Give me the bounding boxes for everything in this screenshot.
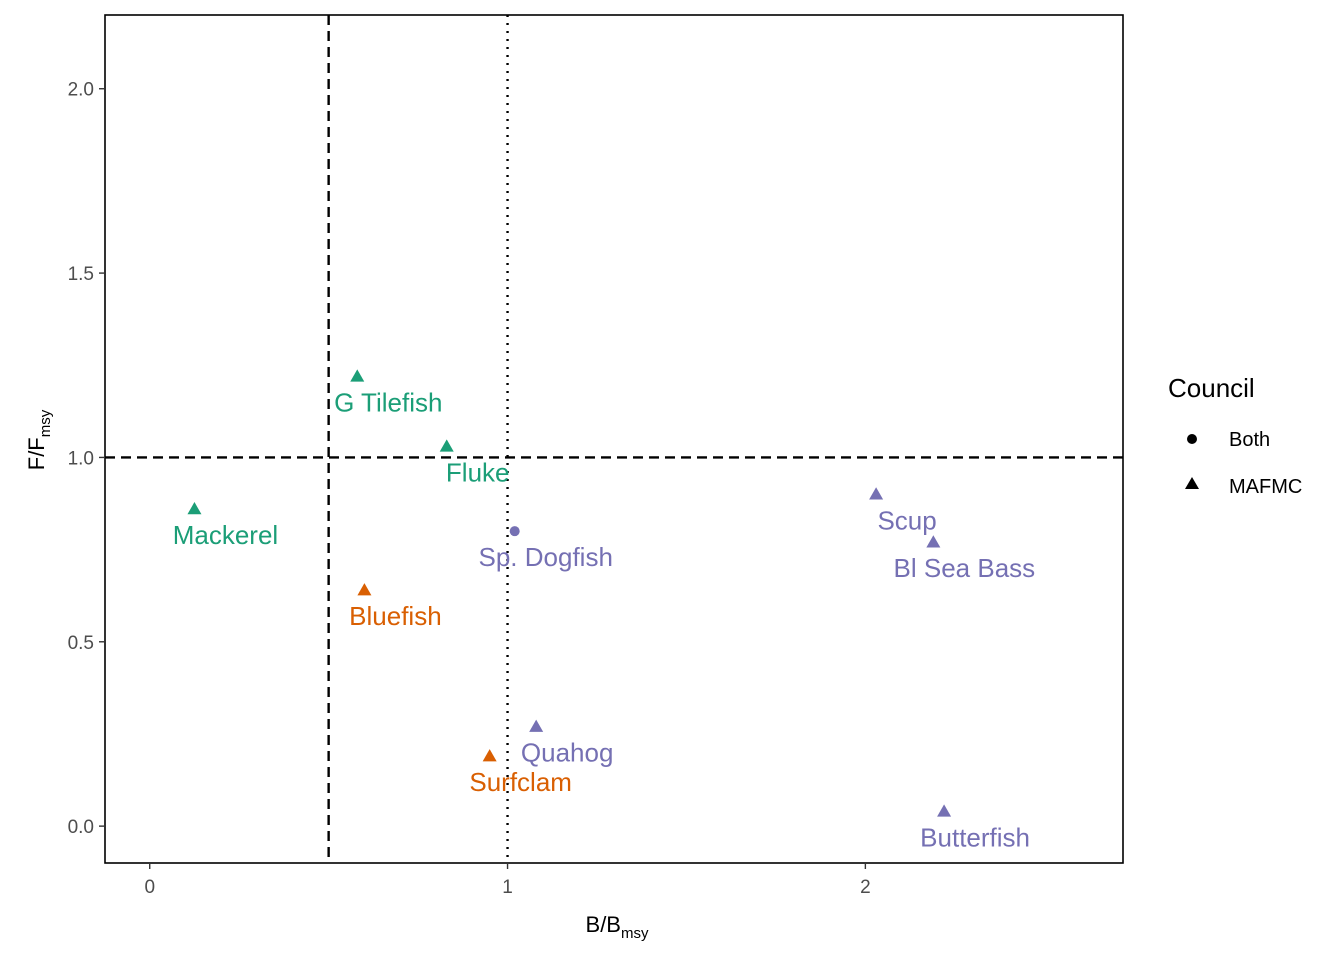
point-surfclam [482,749,497,762]
y-tick-label-0: 0.0 [68,817,94,838]
point-label-bluefish: Bluefish [349,601,442,631]
point-label-surfclam: Surfclam [469,767,572,797]
x-axis: 0 1 2 [144,863,871,898]
plot-panel [104,14,1124,864]
point-quahog [529,719,544,732]
plot-border [104,14,1124,864]
legend-title: Council [1168,373,1255,403]
y-axis: 0.0 0.5 1.0 1.5 2.0 [68,80,105,838]
legend-label-mafmc: MAFMC [1229,476,1302,498]
point-sp-dogfish [509,526,520,537]
point-label-bl-sea-bass: Bl Sea Bass [894,553,1036,583]
point-scup [869,487,884,500]
x-axis-title-main: B/B [586,912,621,937]
y-tick-label-2: 1.0 [68,448,94,469]
y-tick-label-1: 0.5 [68,633,94,654]
point-label-quahog: Quahog [521,738,614,768]
x-tick-label-2: 2 [860,877,871,898]
x-tick-label-1: 1 [502,877,513,898]
point-label-butterfish: Butterfish [920,822,1030,852]
point-mackerel [187,502,202,515]
y-axis-title: F/Fmsy [24,409,54,470]
point-bluefish [357,583,372,596]
x-tick-label-0: 0 [144,877,155,898]
point-label-mackerel: Mackerel [173,520,278,550]
point-label-g-tilefish: G Tilefish [334,387,442,417]
legend-triangle-icon [1185,477,1199,489]
point-label-fluke: Fluke [446,457,510,487]
x-axis-title-subscript: msy [621,925,649,942]
y-tick-label-4: 2.0 [68,80,94,101]
reference-lines [105,15,1123,863]
y-axis-title-subscript: msy [37,409,54,437]
point-label-sp-dogfish: Sp. Dogfish [479,542,613,572]
y-tick-label-3: 1.5 [68,264,94,285]
legend-label-both: Both [1229,429,1270,451]
point-bl-sea-bass [926,535,941,548]
legend-circle-icon [1187,434,1197,444]
point-labels: G Tilefish Fluke Mackerel Bluefish Surfclam S… [173,387,1035,852]
x-axis-title: B/Bmsy [586,912,649,942]
point-g-tilefish [350,369,365,382]
data-points [187,369,952,817]
point-label-scup: Scup [877,505,936,535]
point-butterfish [937,804,952,817]
legend: Council Both MAFMC [1168,373,1302,498]
y-axis-title-main: F/F [24,437,49,470]
point-fluke [439,439,454,452]
